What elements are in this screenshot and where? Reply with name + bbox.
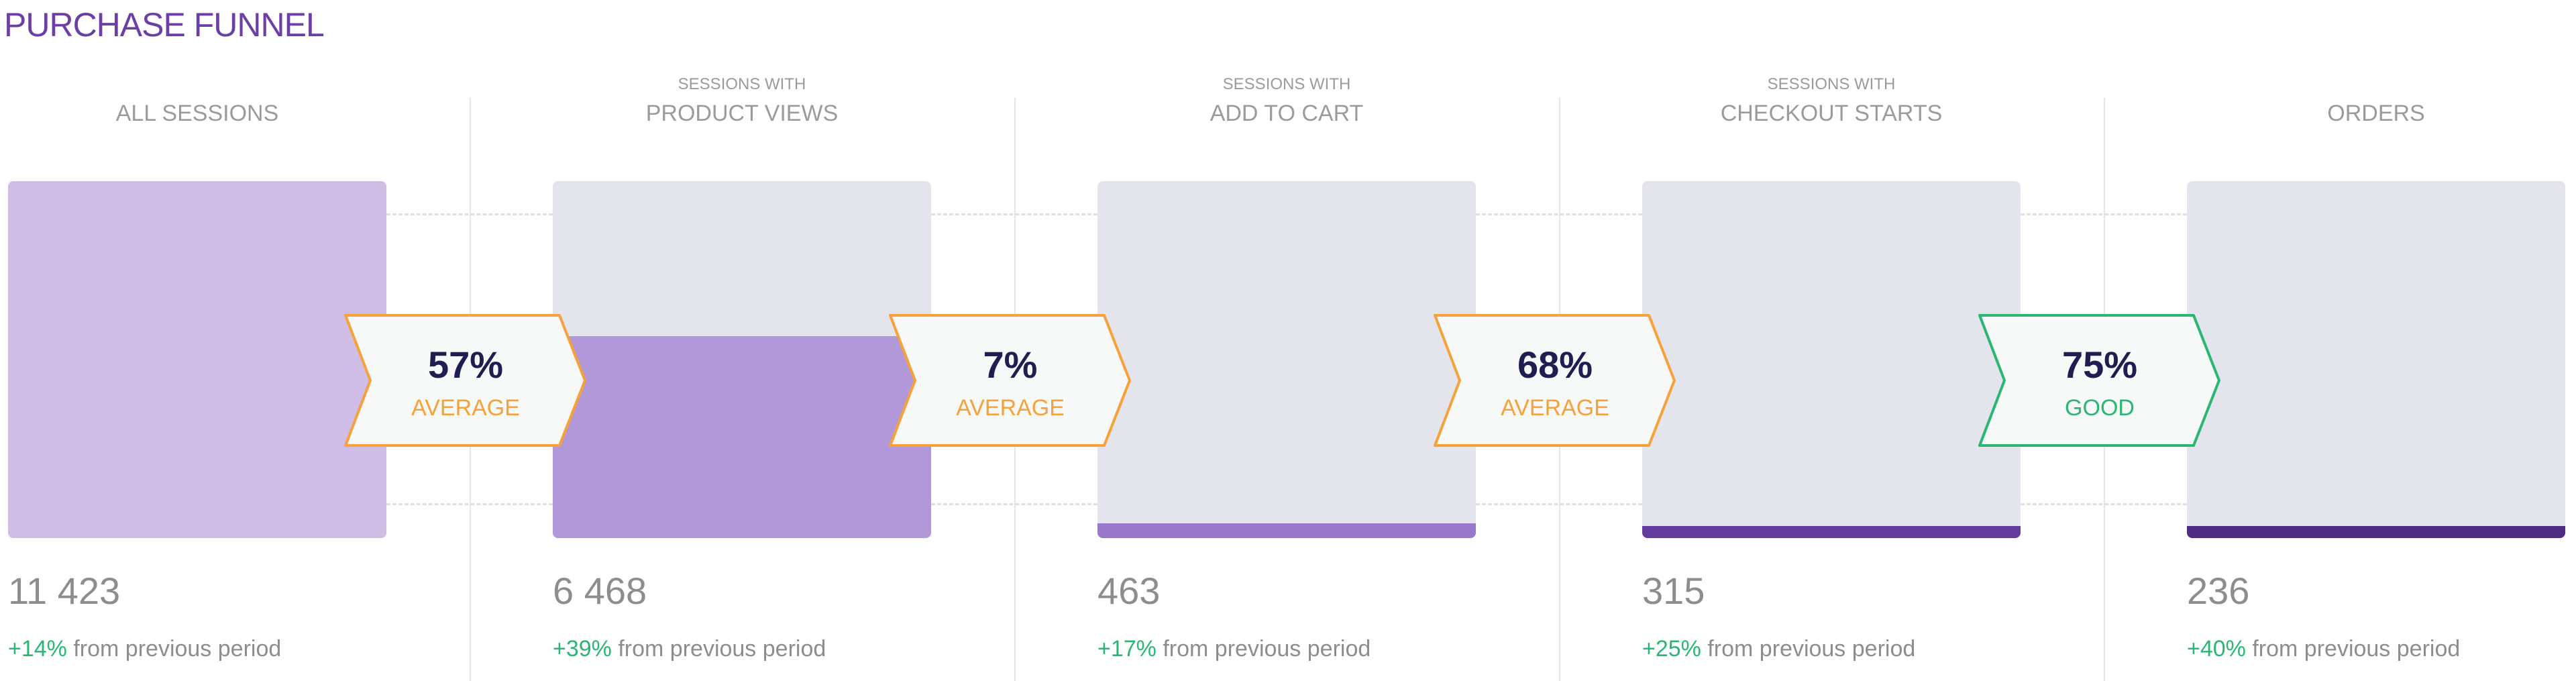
stage-change: +14% from previous period <box>8 636 281 662</box>
stage-bar-fill <box>553 335 931 538</box>
stage-bar[interactable] <box>2187 181 2565 538</box>
change-suffix: from previous period <box>66 636 282 662</box>
conversion-rating: AVERAGE <box>1501 395 1609 421</box>
stage-count: 463 <box>1097 570 1161 612</box>
stage-bar-fill <box>2187 526 2565 538</box>
conversion-value: 7% <box>983 344 1038 386</box>
guide-line <box>931 213 1097 215</box>
chevron-shape <box>1978 314 2220 447</box>
stage-count: 11 423 <box>8 570 121 612</box>
guide-line <box>1476 503 1642 505</box>
conversion-rating: AVERAGE <box>411 395 520 421</box>
conversion-rating: GOOD <box>2065 395 2135 421</box>
stage-change: +25% from previous period <box>1642 636 1915 662</box>
stage-change: +17% from previous period <box>1097 636 1371 662</box>
stage-count: 236 <box>2187 570 2250 612</box>
stage-label: ALL SESSIONS <box>115 101 279 126</box>
stage-label: ADD TO CART <box>1210 101 1364 126</box>
guide-line <box>2021 503 2187 505</box>
stage-bar-fill <box>8 181 386 538</box>
guide-line <box>386 213 553 215</box>
change-percent: +39% <box>553 636 612 662</box>
conversion-badge: 7% AVERAGE <box>888 313 1132 448</box>
change-percent: +14% <box>8 636 67 662</box>
conversion-badge: 68% AVERAGE <box>1433 313 1677 448</box>
conversion-badge: 75% GOOD <box>1978 313 2222 448</box>
conversion-value: 68% <box>1517 344 1593 386</box>
conversion-value: 57% <box>427 344 504 386</box>
stage-sublabel: SESSIONS WITH <box>1222 75 1351 93</box>
guide-line <box>2021 213 2187 215</box>
guide-line <box>931 503 1097 505</box>
stage-label: CHECKOUT STARTS <box>1720 101 1943 126</box>
stage-bar-fill <box>1097 523 1476 538</box>
stage-change: +40% from previous period <box>2187 636 2460 662</box>
guide-line <box>386 503 553 505</box>
stage-bar-fill <box>1642 526 2021 538</box>
stage-bar[interactable] <box>553 181 931 538</box>
stage-change: +39% from previous period <box>553 636 826 662</box>
chevron-shape <box>344 314 586 447</box>
conversion-badge: 57% AVERAGE <box>343 313 588 448</box>
change-percent: +25% <box>1642 636 1701 662</box>
stage-count: 6 468 <box>553 570 647 612</box>
conversion-rating: AVERAGE <box>956 395 1065 421</box>
stage-sublabel: SESSIONS WITH <box>678 75 806 93</box>
change-suffix: from previous period <box>2245 636 2461 662</box>
guide-line <box>1476 213 1642 215</box>
stage-label: PRODUCT VIEWS <box>645 101 839 126</box>
stage-count: 315 <box>1642 570 1705 612</box>
chevron-outline <box>1978 314 2220 447</box>
stage-sublabel: SESSIONS WITH <box>1767 75 1896 93</box>
change-suffix: from previous period <box>1156 636 1371 662</box>
change-percent: +40% <box>2187 636 2246 662</box>
change-suffix: from previous period <box>611 636 826 662</box>
chevron-outline <box>1434 314 1676 447</box>
chevron-shape <box>1434 314 1676 447</box>
stage-bar[interactable] <box>1097 181 1476 538</box>
stage-label: ORDERS <box>2327 101 2425 126</box>
change-percent: +17% <box>1097 636 1157 662</box>
stage-bar[interactable] <box>1642 181 2021 538</box>
conversion-value: 75% <box>2061 344 2138 386</box>
page-title: PURCHASE FUNNEL <box>4 6 325 44</box>
change-suffix: from previous period <box>1701 636 1916 662</box>
stage-bar[interactable] <box>8 181 386 538</box>
chevron-shape <box>889 314 1131 447</box>
chevron-outline <box>889 314 1131 447</box>
chevron-outline <box>344 314 586 447</box>
